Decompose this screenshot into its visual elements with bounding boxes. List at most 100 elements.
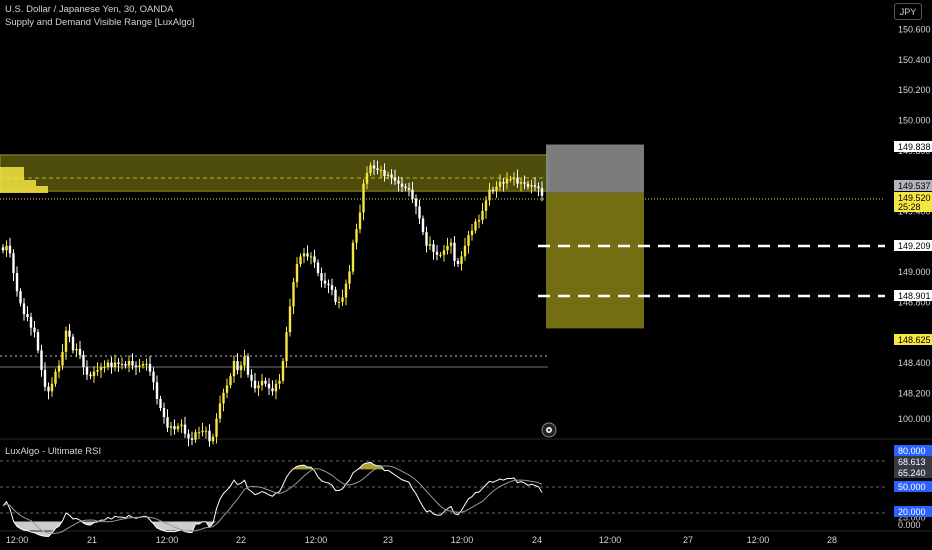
candle-body <box>271 388 274 392</box>
time-tick-label: 24 <box>532 535 542 545</box>
price-tick-label: 150.000 <box>898 115 931 125</box>
zones-layer <box>0 144 644 329</box>
price-label-box <box>894 334 932 345</box>
candle-body <box>5 245 8 251</box>
time-axis[interactable]: 12:00 21 12:00 22 12:00 23 12:00 24 12:00 27 12:00… <box>6 535 837 545</box>
candle-body <box>330 285 334 290</box>
candle-body <box>176 426 180 430</box>
candle-body <box>71 336 75 351</box>
candle-body <box>397 180 400 184</box>
candle-body <box>302 253 306 257</box>
candle-body <box>64 330 68 352</box>
rsi-label-box <box>894 467 932 478</box>
candle-body <box>418 206 421 219</box>
candle-body <box>491 189 495 192</box>
price-label: 149.520 <box>898 193 931 203</box>
candle-body <box>131 361 134 366</box>
time-tick-label: 12:00 <box>156 535 179 545</box>
candle-body <box>78 348 82 355</box>
candle-body <box>148 364 152 372</box>
price-label-box <box>894 141 932 152</box>
candle-body <box>390 174 393 178</box>
candle-body <box>267 383 271 389</box>
price-label: 149.209 <box>898 241 931 251</box>
candle-body <box>404 186 407 189</box>
candle-body <box>204 430 208 432</box>
candle-body <box>232 361 236 377</box>
candle-body <box>103 367 106 369</box>
candle-body <box>229 376 232 386</box>
candle-body <box>225 385 229 393</box>
candle-body <box>253 380 257 389</box>
candle-body <box>442 250 446 255</box>
time-tick-label: 22 <box>236 535 246 545</box>
candle-body <box>365 173 369 184</box>
candle-body <box>449 242 453 246</box>
candle-body <box>15 273 19 292</box>
candle-body <box>502 182 505 184</box>
candle-body <box>29 317 33 328</box>
candle-body <box>197 432 201 434</box>
candle-body <box>54 371 57 384</box>
candle-body <box>453 242 456 261</box>
price-axis[interactable]: 150.600150.400150.200150.000149.800149.4… <box>894 25 932 425</box>
price-tick-label: 148.200 <box>898 388 931 398</box>
candle-body <box>530 185 533 187</box>
candle-body <box>99 367 103 371</box>
candle-body <box>127 361 131 366</box>
candle-body <box>155 382 159 399</box>
candle-body <box>519 182 523 184</box>
candle-body <box>264 380 267 384</box>
candle-body <box>460 256 463 264</box>
candle-body <box>537 186 540 189</box>
candle-body <box>236 361 239 371</box>
candle-body <box>33 327 36 333</box>
candle-body <box>250 374 253 381</box>
candle-body <box>218 403 222 419</box>
candle-body <box>57 365 61 372</box>
candle-body <box>211 436 215 442</box>
price-tick-label: 150.400 <box>898 55 931 65</box>
reward-zone[interactable] <box>546 192 644 329</box>
candle-body <box>288 306 292 333</box>
price-label-box <box>894 240 932 251</box>
candle-body <box>292 282 295 307</box>
candle-body <box>183 424 187 434</box>
candle-body <box>12 253 15 274</box>
indicator-title[interactable]: Supply and Demand Visible Range [LuxAlgo… <box>5 17 195 28</box>
price-tick-label: 150.600 <box>898 25 931 35</box>
candle-body <box>281 361 285 381</box>
risk-zone[interactable] <box>546 144 644 193</box>
candle-body <box>411 189 414 199</box>
rsi-tick-label: 25.000 <box>898 513 926 523</box>
candle-body <box>320 273 323 281</box>
volume-profile-bar <box>36 186 48 193</box>
candle-body <box>22 303 26 315</box>
price-label-box <box>894 290 932 301</box>
candle-body <box>358 212 362 230</box>
candle-body <box>194 432 197 440</box>
symbol-title[interactable]: U.S. Dollar / Japanese Yen, 30, OANDA <box>5 4 174 15</box>
candle-body <box>400 183 404 187</box>
price-tick-label: 149.000 <box>898 267 931 277</box>
candle-body <box>323 280 327 284</box>
candle-body <box>106 362 110 368</box>
price-tick-label: 148.800 <box>898 297 931 307</box>
rsi-label-box <box>894 445 932 456</box>
price-label: 149.537 <box>898 181 931 191</box>
currency-button[interactable]: JPY <box>894 3 922 20</box>
rsi-label-box <box>894 506 932 517</box>
replay-icon[interactable] <box>541 422 557 438</box>
candle-body <box>134 365 138 368</box>
candle-body <box>299 256 302 264</box>
candle-body <box>187 433 190 439</box>
candle-body <box>201 430 204 433</box>
rsi-tick-label: 0.000 <box>898 520 921 530</box>
candle-body <box>523 182 526 184</box>
candle-body <box>446 245 449 251</box>
rsi-indicator-title[interactable]: LuxAlgo - Ultimate RSI <box>5 446 102 457</box>
rsi-label: 68.613 <box>898 457 926 467</box>
volume-profile-bar <box>0 167 24 193</box>
